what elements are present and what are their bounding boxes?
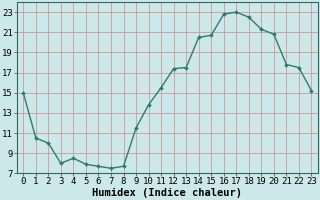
X-axis label: Humidex (Indice chaleur): Humidex (Indice chaleur): [92, 188, 242, 198]
